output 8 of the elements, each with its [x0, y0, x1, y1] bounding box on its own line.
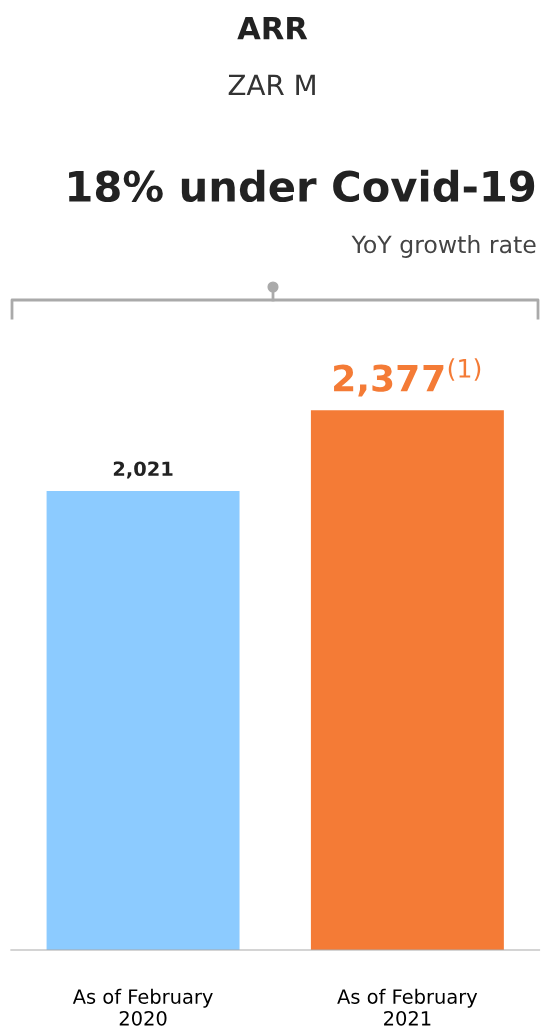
x-tick-label: As of February 2021: [337, 988, 478, 1026]
chart-title: ARR: [237, 16, 308, 40]
data-label: 2,021: [113, 461, 173, 479]
text: YoY growth rate: [351, 235, 536, 258]
x-tick-label: As of February 2020: [72, 988, 213, 1026]
text: 18% under Covid-19: [69, 169, 535, 203]
data-label: 2,377$^{(1)}$: [334, 358, 481, 397]
chart-subtitle: ZAR M: [228, 74, 315, 95]
